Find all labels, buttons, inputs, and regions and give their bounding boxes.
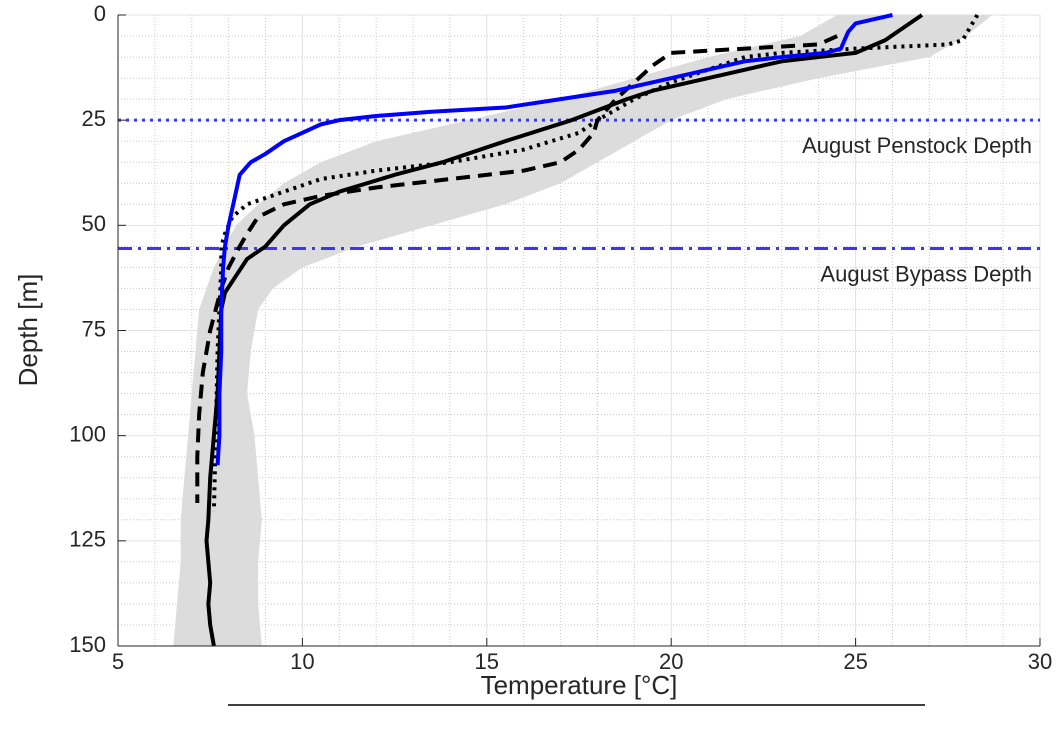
- x-tick-label: 25: [843, 649, 867, 674]
- x-tick-label: 15: [475, 649, 499, 674]
- y-tick-label: 75: [82, 316, 106, 341]
- x-tick-label: 10: [290, 649, 314, 674]
- y-axis-label: Depth [m]: [13, 274, 43, 387]
- x-tick-label: 30: [1028, 649, 1052, 674]
- y-tick-label: 50: [82, 211, 106, 236]
- x-tick-label: 5: [112, 649, 124, 674]
- y-tick-label: 125: [69, 527, 106, 552]
- reference-label: August Bypass Depth: [820, 261, 1032, 286]
- x-tick-label: 20: [659, 649, 683, 674]
- profile-line: [211, 13, 980, 512]
- profile-line: [215, 13, 893, 466]
- range-band: [173, 15, 993, 646]
- profile-line: [195, 34, 838, 503]
- y-tick-label: 100: [69, 421, 106, 446]
- reference-label: August Penstock Depth: [802, 133, 1032, 158]
- y-tick-label: 0: [94, 1, 106, 26]
- y-tick-label: 150: [69, 632, 106, 657]
- profile-line: [204, 13, 924, 647]
- y-tick-label: 25: [82, 106, 106, 131]
- x-axis-label: Temperature [°C]: [481, 670, 678, 700]
